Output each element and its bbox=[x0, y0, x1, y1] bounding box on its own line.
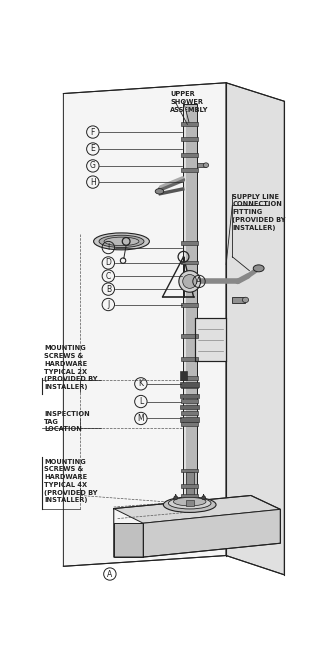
Text: A: A bbox=[196, 277, 202, 286]
Bar bbox=[181, 168, 198, 172]
Polygon shape bbox=[114, 495, 280, 523]
Bar bbox=[181, 501, 198, 505]
Ellipse shape bbox=[173, 497, 206, 506]
Ellipse shape bbox=[253, 265, 264, 272]
Circle shape bbox=[202, 496, 205, 500]
Circle shape bbox=[174, 496, 178, 500]
Bar bbox=[181, 411, 198, 414]
Bar bbox=[180, 371, 187, 380]
Text: L: L bbox=[139, 397, 143, 406]
Text: UPPER
SHOWER
ASSEMBLY: UPPER SHOWER ASSEMBLY bbox=[170, 91, 209, 113]
Text: D: D bbox=[105, 258, 111, 268]
Ellipse shape bbox=[104, 237, 139, 246]
Text: MOUNTING
SCREWS &
HARDWARE
TYPICAL 2X
(PROVIDED BY
INSTALLER): MOUNTING SCREWS & HARDWARE TYPICAL 2X (P… bbox=[44, 345, 98, 390]
Bar bbox=[180, 417, 199, 422]
Bar bbox=[186, 472, 194, 499]
Text: G: G bbox=[90, 161, 96, 171]
Bar bbox=[181, 242, 198, 245]
Bar bbox=[184, 495, 196, 503]
Ellipse shape bbox=[203, 163, 209, 167]
Bar bbox=[181, 261, 198, 264]
Bar bbox=[181, 422, 198, 426]
Ellipse shape bbox=[99, 235, 144, 248]
Bar bbox=[181, 469, 198, 472]
Ellipse shape bbox=[163, 497, 216, 513]
Bar bbox=[181, 303, 198, 307]
Bar bbox=[181, 494, 198, 498]
Text: MOUNTING
SCREWS &
HARDWARE
TYPICAL 4X
(PROVIDED BY
INSTALLER): MOUNTING SCREWS & HARDWARE TYPICAL 4X (P… bbox=[44, 459, 98, 503]
Text: K: K bbox=[138, 379, 143, 388]
Text: B: B bbox=[106, 285, 111, 293]
Circle shape bbox=[179, 271, 201, 292]
Text: I: I bbox=[107, 243, 109, 252]
Polygon shape bbox=[143, 509, 280, 557]
Text: INSPECTION
TAG
LOCATION: INSPECTION TAG LOCATION bbox=[44, 411, 90, 432]
Bar bbox=[181, 357, 198, 361]
Bar bbox=[186, 500, 194, 506]
Bar bbox=[181, 484, 198, 488]
Polygon shape bbox=[63, 83, 226, 566]
Bar bbox=[181, 399, 198, 403]
Bar bbox=[181, 384, 198, 388]
Text: M: M bbox=[138, 414, 144, 423]
Bar bbox=[184, 104, 186, 505]
Bar bbox=[180, 382, 199, 387]
Text: A: A bbox=[107, 570, 112, 578]
Bar bbox=[181, 280, 198, 284]
Polygon shape bbox=[114, 523, 143, 557]
Bar bbox=[183, 104, 197, 505]
Text: E: E bbox=[91, 145, 95, 153]
Polygon shape bbox=[226, 83, 284, 575]
Bar bbox=[195, 318, 226, 361]
Bar bbox=[181, 376, 198, 380]
Bar bbox=[197, 163, 206, 167]
Text: F: F bbox=[91, 127, 95, 137]
Bar bbox=[183, 104, 197, 505]
Bar bbox=[232, 297, 245, 303]
Circle shape bbox=[183, 274, 197, 288]
Bar bbox=[181, 137, 198, 141]
Bar bbox=[180, 394, 199, 398]
Bar bbox=[181, 153, 198, 157]
Bar bbox=[181, 122, 198, 126]
Ellipse shape bbox=[94, 233, 149, 250]
Ellipse shape bbox=[242, 297, 248, 303]
Bar bbox=[181, 334, 198, 337]
Text: H: H bbox=[90, 177, 96, 187]
Text: J: J bbox=[107, 300, 109, 309]
Ellipse shape bbox=[155, 189, 164, 194]
Bar bbox=[180, 404, 199, 409]
Ellipse shape bbox=[169, 497, 211, 509]
Text: SUPPLY LINE
CONNECTION
FITTING
(PROVIDED BY
INSTALLER): SUPPLY LINE CONNECTION FITTING (PROVIDED… bbox=[232, 194, 286, 230]
Text: C: C bbox=[106, 272, 111, 280]
